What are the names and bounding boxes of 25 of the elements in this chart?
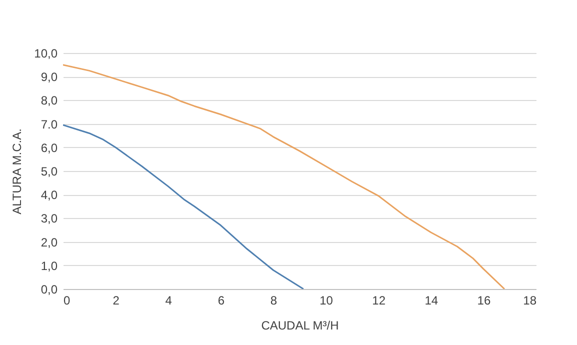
- line-series: [63, 124, 304, 289]
- y-tick-label: 9,0: [40, 70, 58, 84]
- line-series: [63, 64, 506, 289]
- x-tick-label: 18: [523, 294, 537, 308]
- y-tick-label: 8,0: [40, 94, 58, 108]
- y-tick-label: 4,0: [40, 188, 58, 202]
- y-tick-label: 7.0: [40, 117, 58, 132]
- y-tick-label: 0,0: [40, 282, 58, 296]
- x-tick-label: 14: [424, 294, 438, 308]
- x-tick-label: 16: [477, 294, 491, 308]
- x-tick-label: 6: [218, 294, 225, 308]
- y-tick-label: 1,0: [40, 258, 58, 273]
- x-tick-label: 0: [64, 294, 70, 308]
- x-tick-label: 2: [112, 294, 120, 308]
- x-tick-label: 10: [320, 294, 334, 308]
- x-tick-label: 8: [270, 294, 278, 308]
- y-tick-label: 6,0: [40, 140, 58, 155]
- x-tick-label: 12: [372, 294, 386, 308]
- y-tick-label: 3,0: [40, 212, 58, 226]
- y-axis-title: ALTURA M.C.A.: [10, 128, 24, 214]
- y-tick-label: 2,0: [40, 235, 58, 250]
- y-tick-label: 10,0: [34, 46, 58, 60]
- x-axis-title: CAUDAL M³/H: [261, 318, 339, 332]
- y-tick-label: 5,0: [40, 164, 58, 178]
- x-tick-label: 4: [165, 294, 172, 308]
